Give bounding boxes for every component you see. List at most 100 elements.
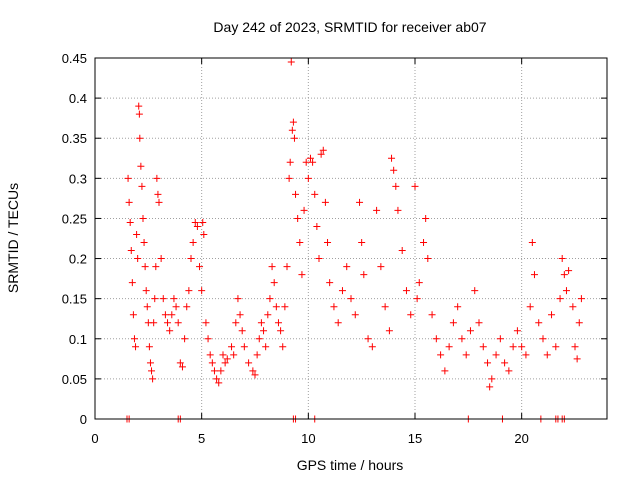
data-point <box>124 174 132 182</box>
data-point <box>146 359 154 367</box>
data-point <box>368 343 376 351</box>
data-point <box>526 303 534 311</box>
data-point <box>543 351 551 359</box>
data-point <box>420 239 428 247</box>
data-point <box>343 263 351 271</box>
data-point <box>178 363 186 371</box>
data-point <box>388 154 396 162</box>
data-point <box>185 287 193 295</box>
data-point <box>484 359 492 367</box>
data-point <box>152 263 160 271</box>
y-tick-label: 0.05 <box>62 372 87 387</box>
data-point <box>168 311 176 319</box>
data-point <box>398 247 406 255</box>
data-point <box>208 359 216 367</box>
data-point <box>287 58 295 66</box>
data-point <box>283 263 291 271</box>
data-point <box>127 247 135 255</box>
data-point <box>202 319 210 327</box>
data-point <box>351 311 359 319</box>
data-point <box>268 263 276 271</box>
data-point <box>213 375 221 383</box>
data-point <box>505 367 513 375</box>
data-point <box>364 335 372 343</box>
plot-frame <box>94 57 608 420</box>
data-point <box>562 287 570 295</box>
data-point <box>530 271 538 279</box>
data-point <box>306 154 314 162</box>
x-axis-label: GPS time / hours <box>297 457 404 473</box>
x-tick-label: 10 <box>301 431 315 446</box>
data-point <box>294 214 302 222</box>
x-tick-label: 15 <box>408 431 422 446</box>
data-point <box>238 327 246 335</box>
data-point <box>321 198 329 206</box>
data-point <box>415 279 423 287</box>
data-point <box>377 263 385 271</box>
data-point <box>488 375 496 383</box>
data-point <box>347 295 355 303</box>
data-point <box>200 230 208 238</box>
data-point <box>126 218 134 226</box>
data-point <box>518 343 526 351</box>
data-point <box>428 311 436 319</box>
data-point <box>334 319 342 327</box>
data-point <box>565 267 573 275</box>
y-axis-label: SRMTID / TECUs <box>5 183 21 293</box>
data-point <box>260 327 268 335</box>
data-point <box>486 383 494 391</box>
data-point <box>150 319 158 327</box>
data-point <box>143 303 151 311</box>
data-point <box>338 287 346 295</box>
data-point <box>458 335 466 343</box>
data-point <box>199 218 207 226</box>
data-point <box>449 319 457 327</box>
data-point <box>153 174 161 182</box>
y-tick-label: 0.25 <box>62 211 87 226</box>
data-point <box>217 367 225 375</box>
data-point <box>142 287 150 295</box>
data-point <box>317 150 325 158</box>
data-point <box>264 311 272 319</box>
data-point <box>236 311 244 319</box>
y-tick-label: 0.45 <box>62 51 87 66</box>
data-point <box>166 327 174 335</box>
data-point <box>164 319 172 327</box>
data-point <box>569 303 577 311</box>
data-point <box>552 343 560 351</box>
data-point <box>129 311 137 319</box>
data-point <box>290 134 298 142</box>
data-point <box>288 126 296 134</box>
data-point <box>279 343 287 351</box>
data-point <box>255 335 263 343</box>
data-point <box>356 198 364 206</box>
data-point <box>245 359 253 367</box>
x-tick-label: 5 <box>198 431 205 446</box>
data-point <box>407 311 415 319</box>
data-point <box>556 295 564 303</box>
data-point <box>385 327 393 335</box>
data-point <box>292 190 300 198</box>
data-point <box>262 343 270 351</box>
tick-labels: 0 0.05 0.1 0.15 0.2 0.25 0.3 0.35 0.4 0.45 0 5 10 15 2… <box>62 51 529 446</box>
data-point <box>324 239 332 247</box>
data-point <box>300 206 308 214</box>
data-point <box>560 271 568 279</box>
data-point <box>358 239 366 247</box>
data-point <box>191 218 199 226</box>
data-point <box>492 351 500 359</box>
data-point <box>128 279 136 287</box>
data-point <box>257 319 265 327</box>
data-point <box>313 222 321 230</box>
axis-ticks <box>94 57 607 420</box>
y-tick-label: 0.2 <box>69 252 87 267</box>
data-point <box>535 319 543 327</box>
data-point <box>133 230 141 238</box>
data-point <box>479 343 487 351</box>
data-point <box>134 255 142 263</box>
data-point <box>422 214 430 222</box>
data-point <box>176 359 184 367</box>
data-point <box>159 295 167 303</box>
data-point <box>548 311 556 319</box>
